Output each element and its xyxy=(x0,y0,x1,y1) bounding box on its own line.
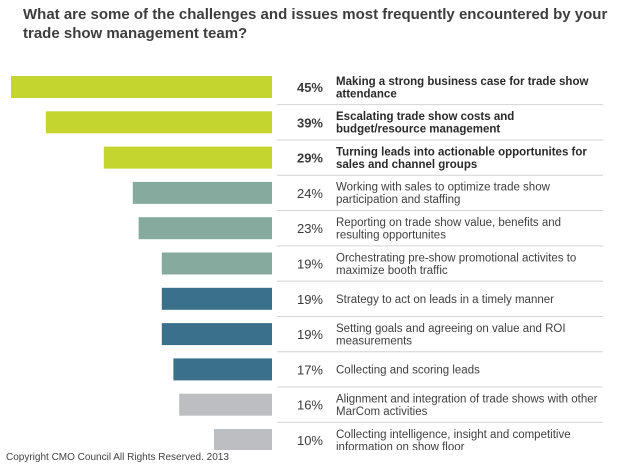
category-label: Turning leads into actionable opportunit… xyxy=(336,146,587,171)
category-label: Making a strong business case for trade … xyxy=(336,76,588,101)
data-label: 19% xyxy=(297,257,323,272)
data-label: 10% xyxy=(297,433,323,448)
chart-title: What are some of the challenges and issu… xyxy=(23,6,608,42)
bar-chart: 45% Making a strong business case for tra… xyxy=(11,76,603,450)
category-label: Escalating trade show costs and budget/re… xyxy=(336,111,514,136)
data-label: 19% xyxy=(297,292,323,307)
data-label: 24% xyxy=(297,186,323,201)
category-label: Orchestrating pre-show promotional activ… xyxy=(336,252,576,277)
category-label: Working with sales to optimize trade sho… xyxy=(336,182,551,207)
bar xyxy=(173,358,272,381)
bar xyxy=(132,181,272,204)
category-label: Reporting on trade show value, benefits … xyxy=(336,217,561,242)
category-label: Strategy to act on leads in a timely man… xyxy=(336,294,554,306)
bar xyxy=(214,429,272,450)
data-label: 39% xyxy=(297,115,323,130)
data-label: 17% xyxy=(297,362,323,377)
bar xyxy=(45,111,272,134)
bar xyxy=(103,146,272,169)
bar xyxy=(161,323,272,346)
data-label: 45% xyxy=(297,80,323,95)
category-label: Collecting and scoring leads xyxy=(336,364,480,376)
bar xyxy=(11,76,272,98)
bar xyxy=(161,287,272,310)
data-label: 19% xyxy=(297,327,323,342)
data-label: 29% xyxy=(297,151,323,166)
bar xyxy=(161,252,272,275)
data-label: 16% xyxy=(297,398,323,413)
category-label: Alignment and integration of trade shows… xyxy=(336,393,598,418)
bar xyxy=(138,217,272,240)
bar xyxy=(179,393,272,416)
data-label: 23% xyxy=(297,221,323,236)
copyright-footer: Copyright CMO Council All Rights Reserve… xyxy=(6,452,229,463)
category-label: Collecting intelligence, insight and com… xyxy=(336,429,571,450)
category-label: Setting goals and agreeing on value and … xyxy=(336,323,566,348)
